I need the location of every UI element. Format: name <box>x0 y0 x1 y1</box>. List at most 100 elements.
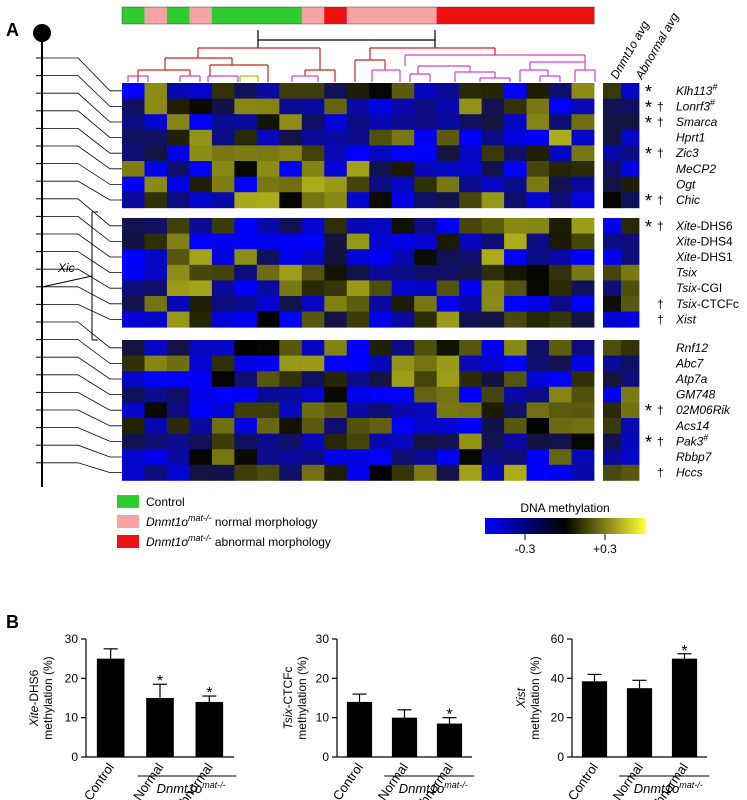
heatmap-cell <box>526 418 550 434</box>
legend-swatch <box>117 495 139 508</box>
heatmap-cell <box>324 402 348 419</box>
heatmap-cell <box>144 161 168 177</box>
heatmap-cell <box>571 218 595 234</box>
heatmap-cell <box>256 371 280 388</box>
heatmap-cell <box>324 264 348 281</box>
legend-label: Control <box>146 495 185 509</box>
heatmap-cell <box>166 418 190 434</box>
heatmap-cell <box>211 249 235 266</box>
heatmap-cell <box>279 464 303 481</box>
sample-group-bar <box>121 6 595 25</box>
heatmap-cell <box>144 98 168 115</box>
heatmap-cell <box>256 218 280 234</box>
heatmap-cell <box>346 464 370 481</box>
heatmap-cell <box>256 98 280 115</box>
heatmap-cell <box>436 355 460 372</box>
avg-heatmap-cell <box>603 296 622 312</box>
mutant-group-label: Dnmt1omat-/- <box>399 780 468 796</box>
heatmap-cell <box>526 114 550 131</box>
heatmap-cell <box>504 233 527 250</box>
colorbar-min-label: -0.3 <box>515 542 536 556</box>
heatmap-cell <box>526 161 550 177</box>
heatmap-cell <box>166 145 190 162</box>
heatmap-cell <box>414 311 438 328</box>
heatmap-cell <box>234 311 258 328</box>
heatmap-cell <box>571 449 595 466</box>
heatmap-cell <box>211 83 235 99</box>
heatmap-cell <box>122 280 145 297</box>
heatmap-cell <box>211 402 235 419</box>
y-tick-label: 60 <box>551 632 565 646</box>
heatmap-cell <box>346 83 370 99</box>
heatmap-cell <box>189 402 213 419</box>
heatmap-cell <box>122 98 145 115</box>
heatmap-cell <box>571 192 595 209</box>
heatmap-cell <box>234 264 258 281</box>
heatmap-cell <box>391 98 415 115</box>
heatmap-cell <box>414 264 438 281</box>
heatmap-cell <box>189 355 213 372</box>
heatmap-cell <box>279 161 303 177</box>
heatmap-cell <box>481 449 505 466</box>
heatmap-cell <box>324 464 348 481</box>
heatmap-cell <box>504 161 527 177</box>
heatmap-cell <box>346 402 370 419</box>
heatmap-cell <box>504 402 527 419</box>
heatmap-cell <box>436 83 460 99</box>
heatmap-cell <box>211 129 235 146</box>
heatmap-cell <box>414 340 438 356</box>
heatmap-cell <box>324 386 348 403</box>
heatmap-cell <box>144 280 168 297</box>
sample-group-cell <box>436 7 460 24</box>
heatmap-cell <box>369 464 393 481</box>
sample-group-cell <box>189 7 213 24</box>
heatmap-cell <box>256 296 280 312</box>
chromosome-axis <box>33 24 122 487</box>
heatmap-cell <box>526 355 550 372</box>
heatmap-cell <box>122 233 145 250</box>
heatmap-cell <box>459 129 483 146</box>
heatmap-cell <box>234 449 258 466</box>
heatmap-cell <box>279 449 303 466</box>
heatmap-cell <box>189 280 213 297</box>
heatmap-cell <box>166 192 190 209</box>
heatmap-cell <box>481 233 505 250</box>
gene-label: Zic3 <box>675 146 699 160</box>
heatmap-cell <box>436 386 460 403</box>
heatmap-cell <box>459 464 483 481</box>
heatmap-cell <box>211 264 235 281</box>
heatmap-cell <box>414 114 438 131</box>
heatmap-cell <box>279 311 303 328</box>
heatmap-cell <box>346 280 370 297</box>
heatmap-cell <box>166 355 190 372</box>
heatmap-cell <box>189 418 213 434</box>
heatmap-cell <box>279 98 303 115</box>
colorbar <box>485 518 645 534</box>
heatmap-cell <box>144 433 168 450</box>
heatmap-cell <box>571 264 595 281</box>
heatmap-cell <box>122 418 145 434</box>
heatmap-cell <box>436 176 460 193</box>
heatmap-cell <box>459 83 483 99</box>
heatmap-cell <box>369 280 393 297</box>
heatmap-cell <box>122 218 145 234</box>
heatmap-cell <box>189 249 213 266</box>
category-label: Control <box>330 760 366 800</box>
sample-group-cell <box>279 7 303 24</box>
heatmap-cell <box>301 386 325 403</box>
heatmap-cell <box>144 192 168 209</box>
heatmap-cell <box>391 449 415 466</box>
heatmap-cell <box>211 418 235 434</box>
significance-star: * <box>645 191 652 211</box>
heatmap-cell <box>211 311 235 328</box>
colorbar-max-label: +0.3 <box>593 542 617 556</box>
heatmap-cell <box>189 161 213 177</box>
heatmap-cell <box>549 386 572 403</box>
category-label: Control <box>565 760 601 800</box>
heatmap-cell <box>211 161 235 177</box>
heatmap-cell <box>346 418 370 434</box>
sample-group-cell <box>346 7 370 24</box>
mutant-group-label: Dnmt1omat-/- <box>157 780 226 796</box>
heatmap-cell <box>526 402 550 419</box>
